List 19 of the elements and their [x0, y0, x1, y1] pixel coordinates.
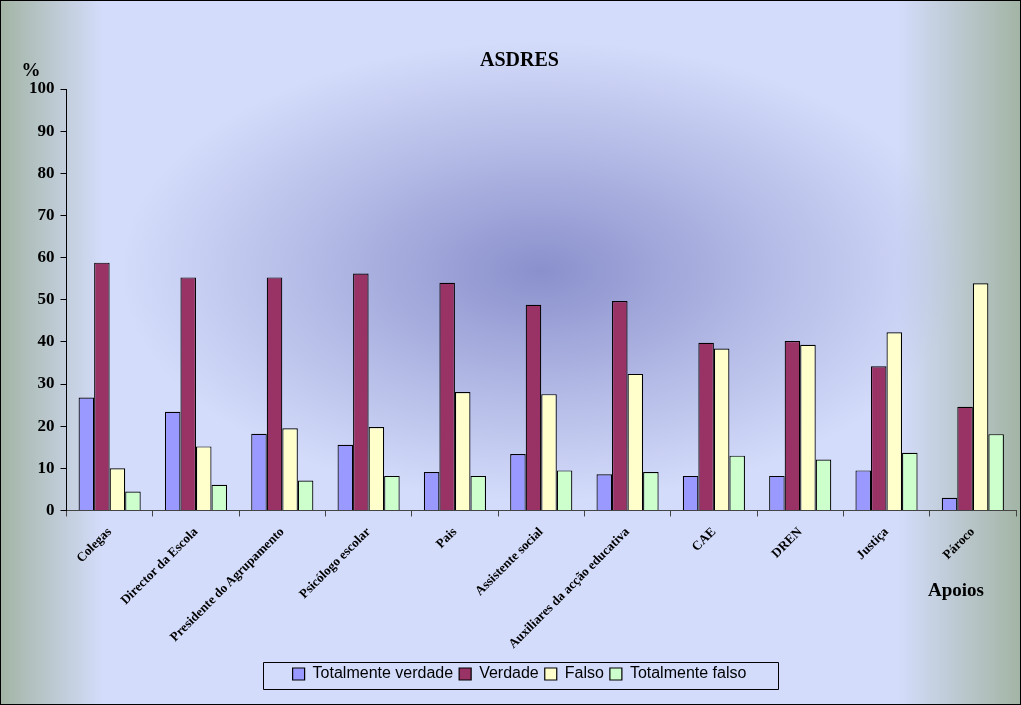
legend-label: Verdade [479, 664, 539, 682]
y-tick-label: 30 [37, 373, 55, 393]
chart-title: ASDRES [480, 48, 559, 71]
x-tick-label: Pais [432, 523, 460, 551]
y-tick-label: 90 [37, 120, 55, 140]
y-tick-label: 100 [29, 78, 55, 98]
legend-label: Totalmente verdade [312, 664, 454, 682]
y-tick-label: 40 [37, 331, 55, 351]
y-tick-label: 0 [46, 499, 55, 519]
legend-label: Falso [564, 664, 604, 682]
y-tick-label: 20 [37, 415, 55, 435]
y-tick-label: 50 [37, 289, 55, 309]
y-tick-label: 70 [37, 204, 55, 224]
x-axis-title: Apoios [928, 578, 984, 600]
y-tick-label: 80 [37, 162, 55, 182]
y-axis-title: % [21, 58, 41, 80]
y-tick-label: 10 [37, 457, 55, 477]
y-tick-label: 60 [37, 246, 55, 266]
legend-label: Totalmente falso [629, 664, 747, 682]
